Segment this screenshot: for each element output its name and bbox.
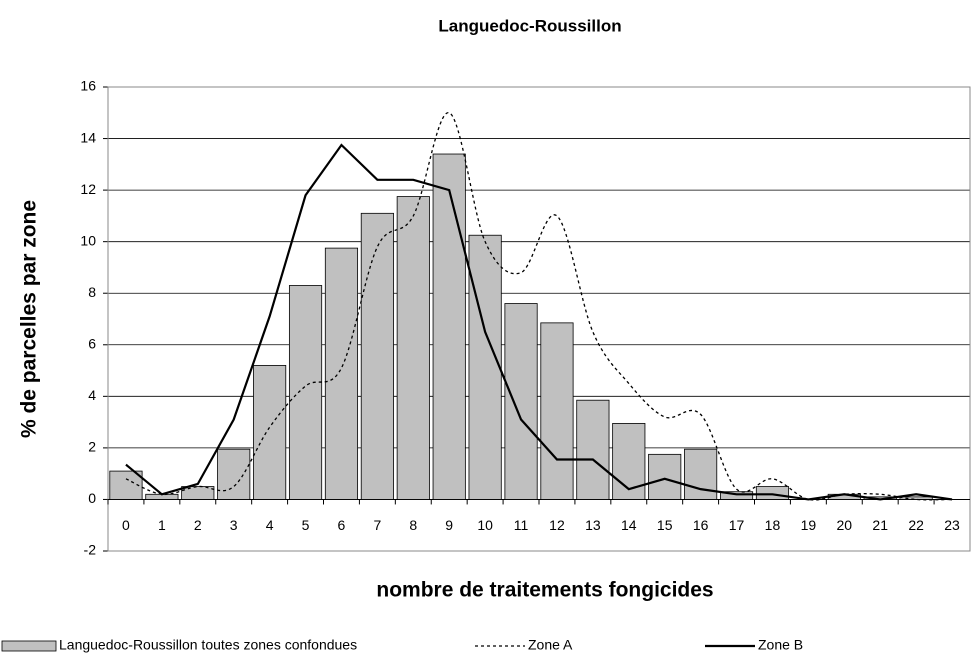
x-tick-label: 14 <box>621 517 637 533</box>
x-tick-label: 21 <box>872 517 888 533</box>
bar <box>612 422 646 500</box>
bar <box>576 399 610 500</box>
line <box>125 143 953 501</box>
x-tick-label: 16 <box>693 517 709 533</box>
x-tick-label: 1 <box>158 517 166 533</box>
bar <box>181 486 215 500</box>
y-tick-label: 16 <box>80 78 96 94</box>
y-tick-label: -2 <box>84 542 97 558</box>
x-tick-label: 22 <box>908 517 924 533</box>
x-tick-label: 15 <box>657 517 673 533</box>
x-tick-label: 0 <box>122 517 130 533</box>
x-tick-label: 10 <box>477 517 493 533</box>
x-tick-label: 9 <box>445 517 453 533</box>
bar <box>719 491 754 500</box>
y-tick-label: 12 <box>80 181 96 197</box>
bar <box>288 285 323 500</box>
x-tick-label: 13 <box>585 517 601 533</box>
y-tick-label: 14 <box>80 129 96 145</box>
x-tick-label: 19 <box>801 517 817 533</box>
y-tick-label: 8 <box>88 284 96 300</box>
x-tick-label: 2 <box>194 517 202 533</box>
y-axis-label: % de parcelles par zone <box>18 200 41 438</box>
y-tick-label: 2 <box>88 439 96 455</box>
bar <box>396 196 430 500</box>
bar <box>360 212 394 500</box>
legend-label: Zone B <box>758 637 803 653</box>
y-tick-label: 6 <box>88 335 96 351</box>
bar <box>324 247 359 500</box>
x-tick-label: 20 <box>837 517 853 533</box>
x-axis-label: nombre de traitements fongicides <box>376 579 713 602</box>
bar <box>109 470 143 500</box>
legend-swatch <box>1 640 57 652</box>
x-tick-label: 5 <box>302 517 310 533</box>
chart-title: Languedoc-Roussillon <box>438 16 621 35</box>
y-tick-label: 10 <box>80 232 96 248</box>
x-tick-label: 18 <box>765 517 781 533</box>
bar <box>432 153 466 500</box>
x-tick-label: 6 <box>338 517 346 533</box>
x-tick-label: 7 <box>373 517 381 533</box>
legend-label: Languedoc-Roussillon toutes zones confon… <box>59 637 357 653</box>
bar <box>253 364 287 500</box>
x-tick-label: 17 <box>729 517 745 533</box>
bar <box>217 448 251 500</box>
x-tick-label: 11 <box>514 517 529 533</box>
bar <box>684 448 718 500</box>
legend-label: Zone A <box>528 637 573 653</box>
x-tick-label: 8 <box>409 517 417 533</box>
y-tick-label: 0 <box>88 490 96 506</box>
bar <box>468 234 502 500</box>
bar <box>504 303 538 500</box>
line <box>125 112 953 501</box>
bar <box>899 496 933 500</box>
x-tick-label: 23 <box>944 517 960 533</box>
bar <box>755 486 790 500</box>
x-tick-label: 12 <box>549 517 565 533</box>
bar <box>648 453 682 500</box>
bar <box>540 322 574 500</box>
x-tick-label: 4 <box>266 517 274 533</box>
plot-border <box>107 86 971 552</box>
y-tick-label: 4 <box>88 387 96 403</box>
x-tick-label: 3 <box>230 517 238 533</box>
